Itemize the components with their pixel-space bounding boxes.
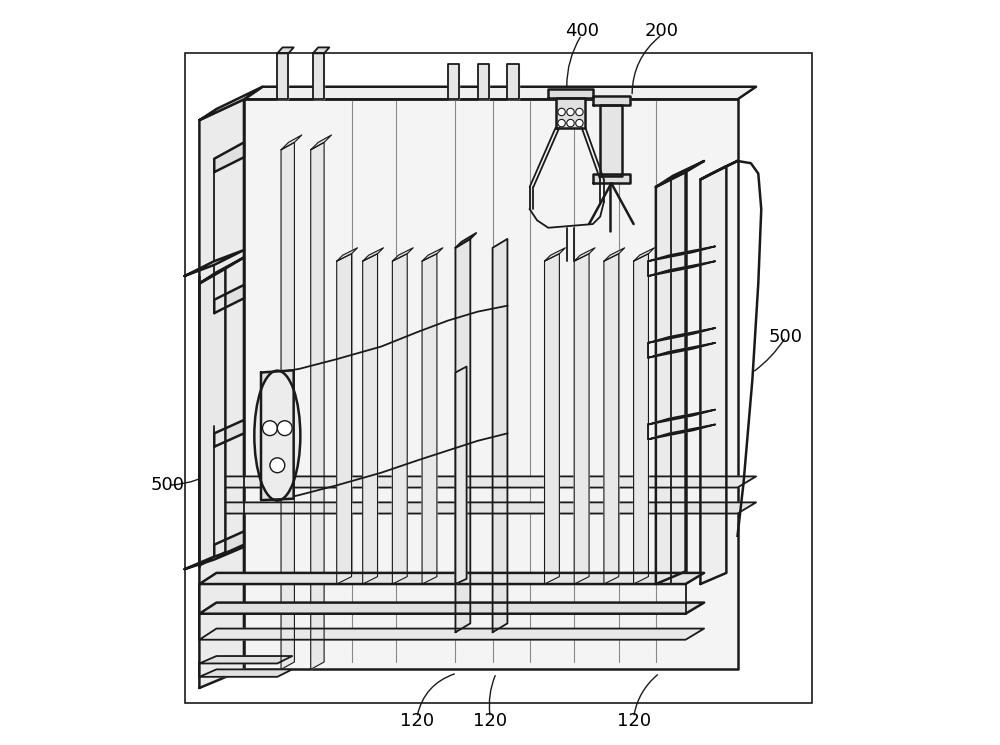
Polygon shape — [648, 425, 715, 440]
Polygon shape — [244, 86, 756, 99]
Circle shape — [262, 421, 277, 436]
Polygon shape — [199, 603, 704, 614]
Polygon shape — [281, 135, 302, 150]
Text: 500: 500 — [150, 476, 184, 495]
Polygon shape — [648, 328, 715, 343]
Polygon shape — [277, 54, 288, 99]
Text: 200: 200 — [645, 22, 679, 40]
Polygon shape — [199, 502, 756, 513]
Polygon shape — [634, 254, 648, 584]
Polygon shape — [648, 247, 715, 261]
Circle shape — [558, 108, 565, 115]
Polygon shape — [493, 239, 507, 633]
Polygon shape — [604, 248, 625, 261]
Polygon shape — [392, 254, 407, 584]
Polygon shape — [545, 254, 559, 584]
Text: 120: 120 — [400, 712, 434, 730]
Circle shape — [576, 119, 583, 127]
Polygon shape — [455, 239, 470, 633]
Polygon shape — [199, 99, 244, 688]
Polygon shape — [656, 161, 704, 187]
Polygon shape — [214, 420, 244, 447]
Polygon shape — [277, 48, 294, 54]
Text: 120: 120 — [473, 712, 507, 730]
Polygon shape — [337, 254, 352, 584]
Polygon shape — [593, 96, 630, 105]
Circle shape — [567, 119, 574, 127]
Circle shape — [270, 458, 285, 472]
Polygon shape — [648, 343, 715, 358]
Polygon shape — [448, 65, 459, 99]
Polygon shape — [593, 174, 630, 183]
Polygon shape — [574, 248, 595, 261]
Ellipse shape — [254, 371, 300, 501]
Polygon shape — [199, 573, 704, 584]
Polygon shape — [700, 166, 726, 584]
Circle shape — [567, 108, 574, 115]
Polygon shape — [313, 54, 324, 99]
Polygon shape — [214, 285, 244, 313]
Polygon shape — [648, 261, 715, 276]
Text: 400: 400 — [565, 22, 599, 40]
Polygon shape — [634, 248, 654, 261]
Polygon shape — [656, 172, 686, 584]
Polygon shape — [311, 135, 332, 150]
Circle shape — [277, 421, 292, 436]
Polygon shape — [422, 254, 437, 584]
Polygon shape — [392, 248, 413, 261]
Polygon shape — [199, 86, 262, 120]
Polygon shape — [185, 250, 244, 276]
Polygon shape — [185, 547, 244, 569]
Polygon shape — [281, 142, 294, 670]
Polygon shape — [199, 476, 756, 487]
Polygon shape — [313, 48, 329, 54]
Polygon shape — [455, 233, 476, 248]
Polygon shape — [199, 656, 292, 664]
Polygon shape — [600, 105, 622, 176]
Bar — [185, 54, 812, 703]
Polygon shape — [363, 248, 383, 261]
Polygon shape — [548, 89, 593, 98]
Polygon shape — [311, 142, 324, 670]
Polygon shape — [648, 410, 715, 425]
Polygon shape — [214, 142, 244, 172]
Circle shape — [558, 119, 565, 127]
Polygon shape — [574, 254, 589, 584]
Polygon shape — [199, 258, 244, 283]
Text: 500: 500 — [769, 328, 803, 346]
Polygon shape — [337, 248, 357, 261]
Polygon shape — [700, 161, 738, 180]
Polygon shape — [199, 269, 225, 565]
Polygon shape — [199, 629, 704, 640]
Polygon shape — [556, 98, 585, 127]
Text: 120: 120 — [617, 712, 651, 730]
Polygon shape — [478, 65, 489, 99]
Polygon shape — [422, 248, 443, 261]
Circle shape — [576, 108, 583, 115]
Polygon shape — [507, 65, 519, 99]
Polygon shape — [545, 248, 565, 261]
Polygon shape — [214, 531, 244, 558]
Polygon shape — [199, 670, 292, 676]
Polygon shape — [455, 367, 467, 584]
Polygon shape — [261, 370, 294, 500]
Polygon shape — [363, 254, 378, 584]
Polygon shape — [604, 254, 619, 584]
Polygon shape — [244, 99, 738, 670]
